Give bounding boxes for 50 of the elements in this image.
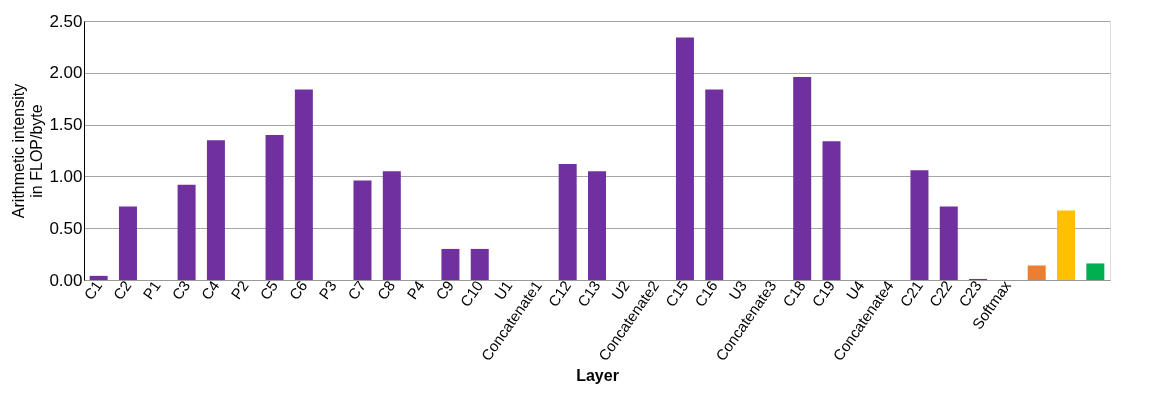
y-tick-label: 0.50: [49, 218, 83, 238]
bar: [1086, 263, 1105, 280]
x-tick-label: C6: [285, 277, 311, 303]
x-tick-label: P4: [403, 277, 428, 303]
x-tick-label: C21: [896, 277, 927, 310]
y-tick-label: 2.50: [49, 11, 83, 31]
bar: [177, 184, 196, 280]
x-tick-label: C10: [456, 277, 487, 310]
x-tick-label: P1: [139, 277, 164, 303]
bar: [705, 89, 724, 280]
y-tick-label: 2.00: [49, 63, 83, 83]
x-tick-label: C13: [573, 277, 604, 310]
bar: [558, 163, 577, 280]
x-axis-title: Layer: [576, 366, 619, 384]
bar: [675, 37, 694, 280]
x-tick-label: C5: [256, 277, 282, 303]
x-tick-label: C22: [925, 277, 956, 310]
bar: [588, 171, 606, 280]
bar: [470, 248, 489, 280]
x-tick-label: C12: [544, 277, 575, 310]
x-tick-label: C16: [691, 277, 721, 310]
x-tick-label: C4: [197, 277, 223, 303]
bar: [382, 171, 401, 280]
y-tick-label: 0.00: [49, 270, 83, 290]
x-tick-label: C19: [808, 277, 839, 310]
x-tick-label: C7: [344, 277, 370, 303]
x-tick-label: C9: [432, 277, 457, 303]
bar: [265, 134, 284, 280]
x-tick-label: C2: [109, 277, 135, 303]
x-tick-label: C8: [373, 277, 399, 303]
x-tick-label: P3: [315, 277, 340, 303]
bar: [353, 180, 372, 280]
bar: [910, 170, 929, 280]
bar: [441, 248, 460, 280]
x-tick-label: C18: [779, 277, 809, 310]
bar: [89, 275, 108, 280]
bar: [206, 140, 225, 280]
x-tick-label: C15: [661, 277, 692, 310]
bar: [1057, 210, 1076, 280]
x-tick-label: P2: [227, 277, 252, 303]
bar: [1027, 265, 1046, 280]
y-axis-title: Arithmetic intensity in FLOP/byte: [10, 83, 46, 219]
y-tick-label: 1.50: [49, 115, 83, 135]
bar: [939, 206, 958, 280]
bar: [294, 89, 313, 280]
bar: [793, 76, 812, 280]
bar: [822, 141, 841, 280]
x-tick-label: C3: [168, 277, 194, 303]
y-tick-label: 1.00: [49, 166, 83, 186]
bar: [118, 206, 137, 280]
